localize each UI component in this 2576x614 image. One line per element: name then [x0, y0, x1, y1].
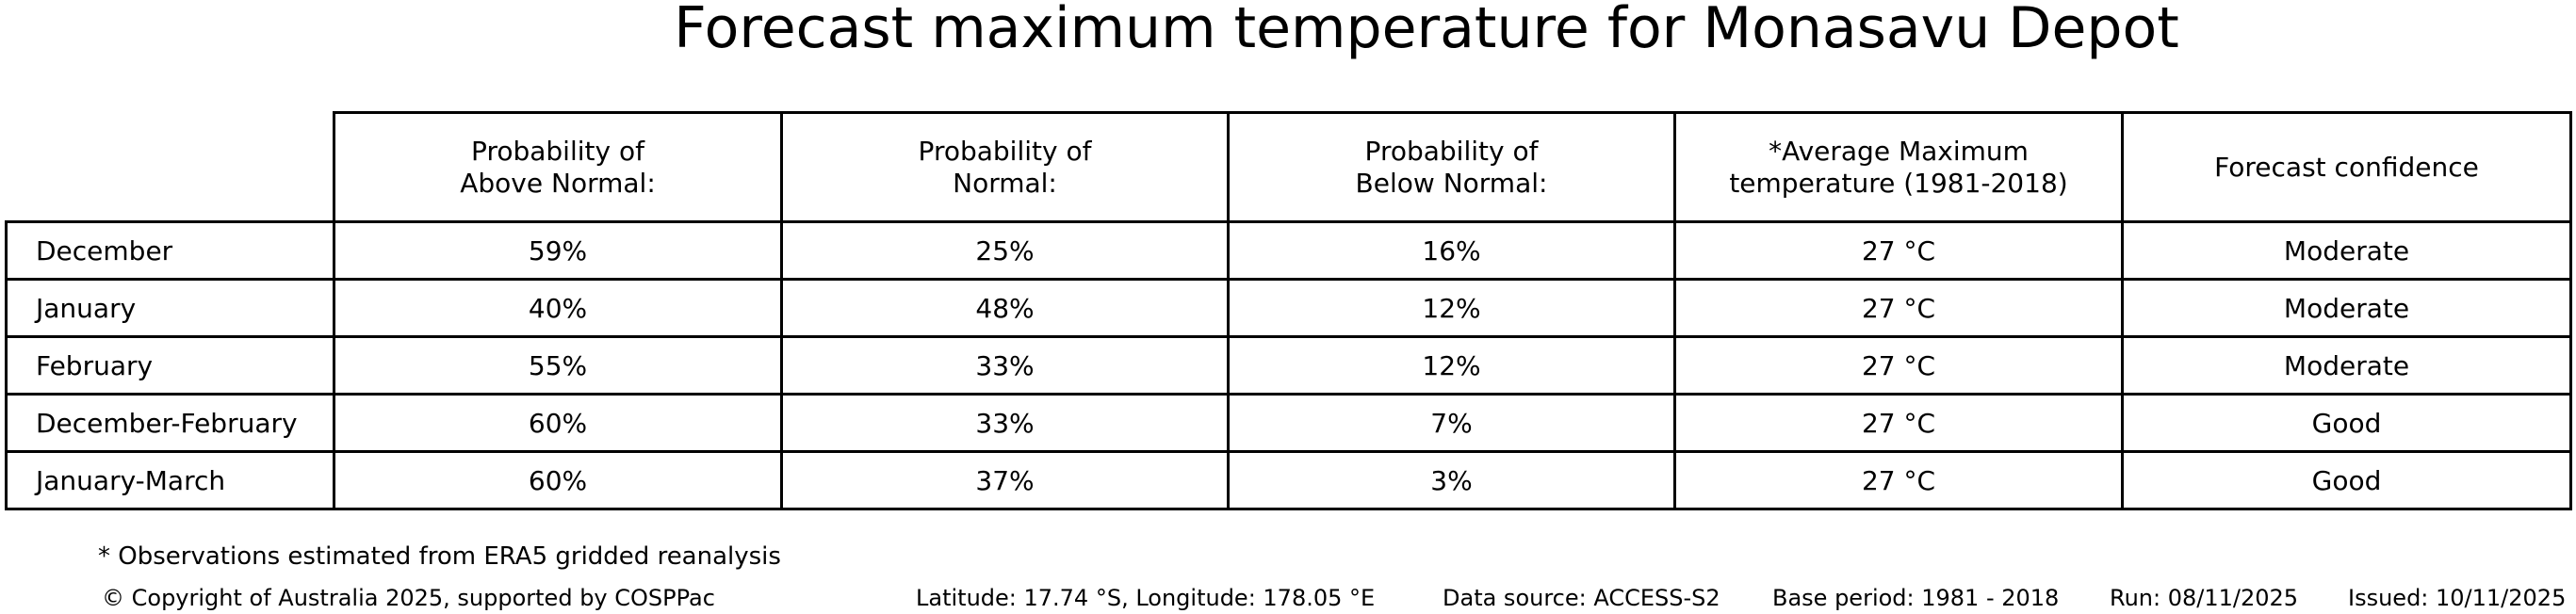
cell-average-max-temp: 27 °C [1673, 450, 2124, 510]
forecast-table: Probability of Above Normal: Probability… [5, 111, 2572, 510]
column-header-above-normal: Probability of Above Normal: [333, 111, 783, 223]
cell-normal: 33% [780, 335, 1230, 396]
footer-run-date: Run: 08/11/2025 [2110, 585, 2299, 611]
table-header-row: Probability of Above Normal: Probability… [7, 111, 2572, 223]
cell-average-max-temp: 27 °C [1673, 278, 2124, 338]
footer-data-source: Data source: ACCESS-S2 [1443, 585, 1720, 611]
cell-normal: 33% [780, 393, 1230, 453]
column-header-forecast-confidence: Forecast confidence [2121, 111, 2572, 223]
cell-forecast-confidence: Moderate [2121, 335, 2572, 396]
column-header-normal: Probability of Normal: [780, 111, 1230, 223]
row-label: January-March [5, 450, 335, 510]
row-label: December-February [5, 393, 335, 453]
cell-forecast-confidence: Moderate [2121, 220, 2572, 281]
table-corner-empty [7, 113, 334, 222]
cell-below-normal: 12% [1227, 278, 1676, 338]
cell-below-normal: 12% [1227, 335, 1676, 396]
cell-forecast-confidence: Good [2121, 450, 2572, 510]
footnote-observations: * Observations estimated from ERA5 gridd… [98, 542, 781, 571]
cell-below-normal: 16% [1227, 220, 1676, 281]
cell-above-normal: 55% [333, 335, 783, 396]
row-label: December [5, 220, 335, 281]
cell-average-max-temp: 27 °C [1673, 393, 2124, 453]
footer-copyright: © Copyright of Australia 2025, supported… [102, 585, 715, 611]
cell-average-max-temp: 27 °C [1673, 335, 2124, 396]
footer-issued-date: Issued: 10/11/2025 [2348, 585, 2567, 611]
cell-above-normal: 59% [333, 220, 783, 281]
row-label: February [5, 335, 335, 396]
cell-above-normal: 60% [333, 393, 783, 453]
footer-location: Latitude: 17.74 °S, Longitude: 178.05 °E [916, 585, 1376, 611]
row-label: January [5, 278, 335, 338]
cell-above-normal: 60% [333, 450, 783, 510]
column-header-below-normal: Probability of Below Normal: [1227, 111, 1676, 223]
column-header-average-max-temp: *Average Maximum temperature (1981-2018) [1673, 111, 2124, 223]
cell-above-normal: 40% [333, 278, 783, 338]
cell-below-normal: 7% [1227, 393, 1676, 453]
cell-normal: 48% [780, 278, 1230, 338]
cell-normal: 37% [780, 450, 1230, 510]
table-row: January 40% 48% 12% 27 °C Moderate [5, 278, 2572, 338]
footer-base-period: Base period: 1981 - 2018 [1772, 585, 2060, 611]
table-row: December 59% 25% 16% 27 °C Moderate [5, 220, 2572, 281]
table-row: February 55% 33% 12% 27 °C Moderate [5, 335, 2572, 396]
cell-normal: 25% [780, 220, 1230, 281]
cell-forecast-confidence: Moderate [2121, 278, 2572, 338]
table-row: December-February 60% 33% 7% 27 °C Good [5, 393, 2572, 453]
cell-below-normal: 3% [1227, 450, 1676, 510]
page-title: Forecast maximum temperature for Monasav… [674, 0, 2179, 61]
cell-average-max-temp: 27 °C [1673, 220, 2124, 281]
cell-forecast-confidence: Good [2121, 393, 2572, 453]
table-row: January-March 60% 37% 3% 27 °C Good [5, 450, 2572, 510]
